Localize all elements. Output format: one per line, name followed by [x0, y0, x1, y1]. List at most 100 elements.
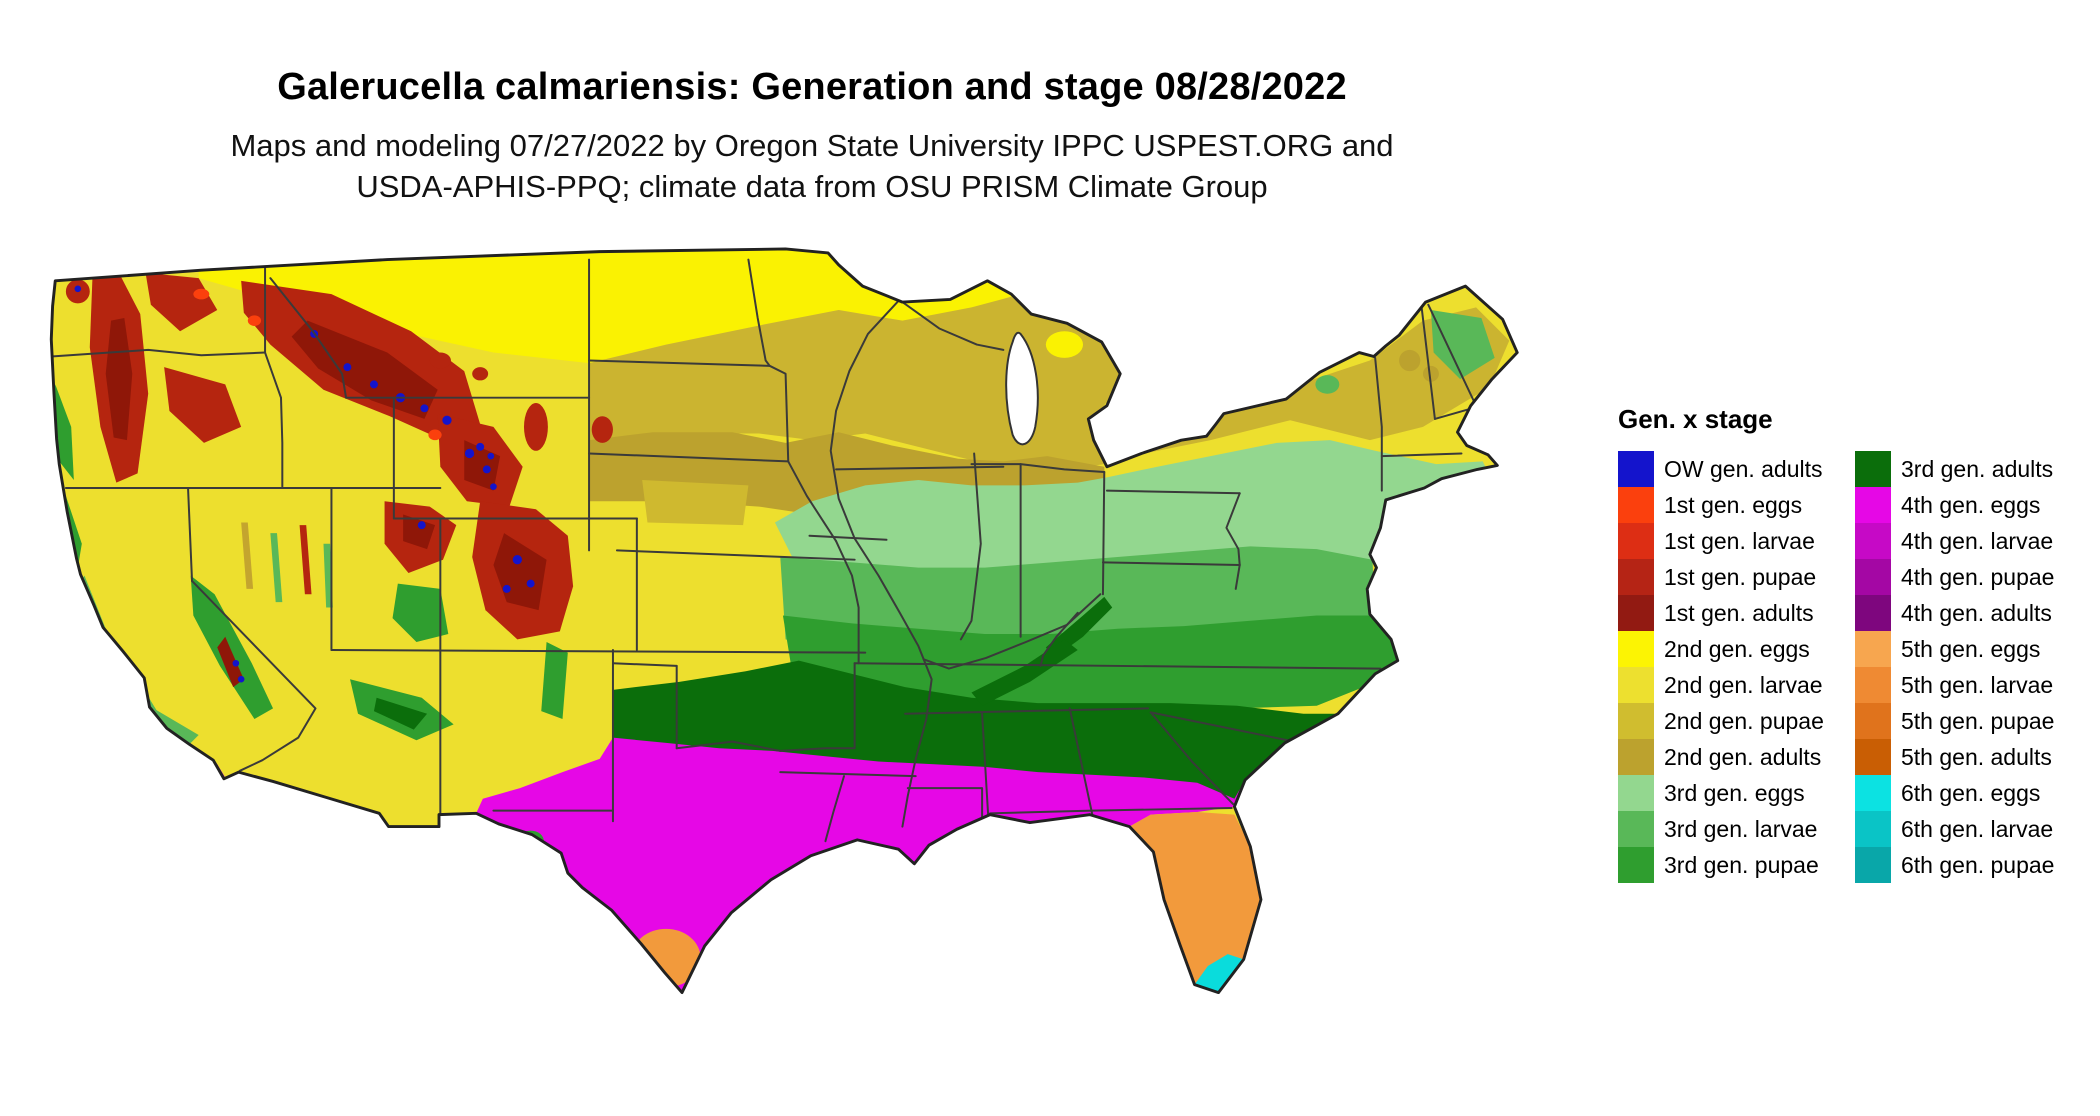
legend-item: 1st gen. eggs — [1618, 487, 1832, 523]
state-borders — [51, 258, 1476, 843]
map-region-blue-mtns-red — [164, 367, 242, 443]
map-region-nv-range-2 — [270, 533, 283, 603]
legend-item: 2nd gen. adults — [1618, 739, 1832, 775]
lake-michigan — [1005, 331, 1039, 446]
legend-swatch — [1855, 631, 1891, 667]
legend-label: 6th gen. eggs — [1901, 779, 2041, 806]
page-title: Galerucella calmariensis: Generation and… — [277, 66, 1347, 108]
legend-item: 4th gen. adults — [1855, 595, 2069, 631]
map-region-appalachian-dark-green-2 — [971, 639, 1078, 706]
legend-column-2: 3rd gen. adults 4th gen. eggs 4th gen. l… — [1855, 451, 2069, 883]
page-subtitle: Maps and modeling 07/27/2022 by Oregon S… — [0, 126, 1624, 208]
legend-swatch — [1855, 487, 1891, 523]
map-region-green-mtns-gold — [1422, 365, 1439, 382]
legend-label: 3rd gen. eggs — [1664, 779, 1805, 806]
legend-label: 6th gen. larvae — [1901, 815, 2054, 842]
legend-item: 4th gen. larvae — [1855, 523, 2069, 559]
legend-title: Gen. x stage — [1618, 404, 1773, 434]
legend-label: 5th gen. pupae — [1901, 707, 2055, 734]
legend-swatch — [1618, 847, 1654, 883]
map-region-south-utah-green — [392, 583, 449, 643]
legend-swatch — [1618, 703, 1654, 739]
subtitle-line-1: Maps and modeling 07/27/2022 by Oregon S… — [230, 128, 1394, 163]
legend-item: 5th gen. pupae — [1855, 703, 2069, 739]
legend-swatch — [1618, 775, 1654, 811]
map-region-or-coast-green — [52, 384, 74, 481]
map-region-mt-island-range-1 — [429, 352, 451, 369]
map-container — [37, 241, 1574, 1051]
legend-label: 2nd gen. larvae — [1664, 671, 1823, 698]
legend-label: 3rd gen. larvae — [1664, 815, 1818, 842]
legend-label: 5th gen. larvae — [1901, 671, 2054, 698]
legend-swatch — [1618, 451, 1654, 487]
legend-label: 6th gen. pupae — [1901, 851, 2055, 878]
map-region-magenta-south — [476, 737, 1235, 993]
map-region-cascades-maroon — [105, 318, 133, 441]
legend-label: 1st gen. eggs — [1664, 491, 1803, 518]
legend-item: OW gen. adults — [1618, 451, 1832, 487]
legend-label: 5th gen. adults — [1901, 743, 2052, 770]
map-region-okanogan-red — [145, 272, 218, 332]
legend-swatch — [1855, 559, 1891, 595]
legend-item: 6th gen. larvae — [1855, 811, 2069, 847]
legend-item: 6th gen. eggs — [1855, 775, 2069, 811]
legend-label: 1st gen. larvae — [1664, 527, 1815, 554]
legend-label: 2nd gen. adults — [1664, 743, 1822, 770]
legend-swatch — [1618, 595, 1654, 631]
map-region-nv-range-1 — [241, 522, 254, 589]
legend-item: 2nd gen. larvae — [1618, 667, 1832, 703]
legend-swatch — [1618, 559, 1654, 595]
legend-item: 3rd gen. adults — [1855, 451, 2069, 487]
legend-swatch — [1855, 451, 1891, 487]
map-region-florida-orange — [1129, 811, 1261, 993]
legend-swatch — [1855, 775, 1891, 811]
map-region-bighorn-red — [523, 403, 548, 451]
map-region-orange-red-rim-2 — [247, 315, 262, 326]
legend-label: 4th gen. larvae — [1901, 527, 2054, 554]
map-region-wasatch-maroon — [403, 514, 436, 550]
legend-swatch — [1618, 739, 1654, 775]
legend-item: 3rd gen. eggs — [1618, 775, 1832, 811]
map-region-black-hills-red — [591, 416, 613, 443]
legend-swatch — [1855, 703, 1891, 739]
legend-columns: OW gen. adults 1st gen. eggs 1st gen. la… — [1618, 451, 2088, 883]
legend-item: 1st gen. larvae — [1618, 523, 1832, 559]
map-region-sierra-maroon — [217, 636, 244, 688]
legend-label: 5th gen. eggs — [1901, 635, 2041, 662]
map-region-white-mtns-gold — [1399, 349, 1421, 372]
map-region-mt-island-range-2 — [472, 367, 489, 381]
legend-item: 1st gen. adults — [1618, 595, 1832, 631]
map-region-mustard-band — [589, 296, 1118, 470]
legend-label: 2nd gen. pupae — [1664, 707, 1824, 734]
legend-swatch — [1855, 811, 1891, 847]
legend-swatch — [1618, 811, 1654, 847]
legend-swatch — [1618, 667, 1654, 703]
legend-label: 4th gen. adults — [1901, 599, 2052, 626]
legend-swatch — [1618, 523, 1654, 559]
map-region-nv-range-3 — [299, 525, 312, 595]
legend-item: 2nd gen. pupae — [1618, 703, 1832, 739]
legend-item: 3rd gen. pupae — [1618, 847, 1832, 883]
legend-label: 2nd gen. eggs — [1664, 635, 1810, 662]
legend-swatch — [1855, 739, 1891, 775]
us-phenology-map — [49, 247, 1519, 995]
map-region-green-band — [782, 615, 1398, 709]
legend-swatch — [1855, 595, 1891, 631]
legend-swatch — [1618, 487, 1654, 523]
map-region-orange-red-rim-3 — [428, 429, 442, 441]
subtitle-line-2: USDA-APHIS-PPQ; climate data from OSU PR… — [356, 168, 1268, 204]
map-region-mogollon-dark-green — [373, 697, 428, 730]
legend-label: 4th gen. pupae — [1901, 563, 2055, 590]
legend-item: 2nd gen. eggs — [1618, 631, 1832, 667]
map-region-sierra-green — [190, 575, 274, 720]
legend-label: 3rd gen. adults — [1901, 455, 2054, 482]
map-region-sangre-de-cristo-green — [541, 642, 568, 720]
map-region-orange-red-rim-1 — [193, 288, 210, 300]
map-region-maine-green — [1430, 310, 1495, 380]
legend-item: 4th gen. eggs — [1855, 487, 2069, 523]
map-region-sca-transverse-green — [150, 708, 199, 746]
legend-swatch — [1855, 847, 1891, 883]
legend-label: 1st gen. adults — [1664, 599, 1814, 626]
legend-swatch — [1855, 523, 1891, 559]
legend-label: OW gen. adults — [1664, 455, 1823, 482]
